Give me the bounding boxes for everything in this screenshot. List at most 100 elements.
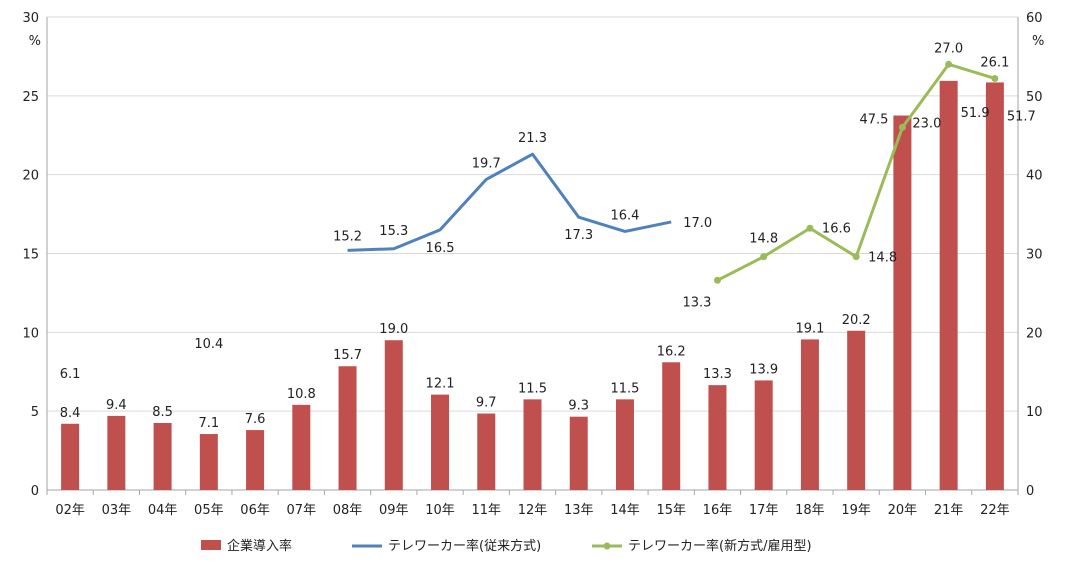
bar-data-label: 9.3	[568, 399, 589, 414]
y-right-tick-label: 60	[1026, 11, 1043, 26]
x-tick-label: 17年	[749, 503, 779, 518]
bar	[153, 422, 172, 490]
x-axis-ticks: 02年 03年 04年 05年 06年 07年 08年 09年 10年 11年 12年 13年 14年 1…	[55, 503, 1009, 518]
y-right-tick-label: 10	[1026, 405, 1043, 420]
legend-swatch-bar	[201, 540, 221, 550]
bar-data-label: 19.1	[795, 321, 824, 336]
x-tick-label: 15年	[656, 503, 686, 518]
x-tick-label: 10年	[425, 503, 455, 518]
bar	[662, 362, 681, 490]
x-tick-label: 02年	[55, 503, 85, 518]
bar	[615, 399, 634, 490]
line-point	[852, 253, 860, 261]
bar-data-label: 9.4	[106, 398, 127, 413]
y-left-tick-label: 15	[22, 248, 39, 263]
y-right-tick-label: 20	[1026, 326, 1043, 341]
bar-data-label: 47.5	[859, 113, 888, 128]
line-data-label: 19.7	[472, 156, 501, 171]
x-tick-label: 14年	[610, 503, 640, 518]
bar-data-label: 51.7	[1007, 109, 1036, 124]
y-right-tick-label: 50	[1026, 90, 1043, 105]
bar-data-label: 8.4	[60, 406, 81, 421]
legend-swatch-marker	[603, 542, 611, 550]
x-tick-label: 05年	[194, 503, 224, 518]
bar	[431, 394, 450, 490]
bar	[61, 423, 80, 490]
bar	[477, 413, 496, 490]
line-data-label: 13.3	[682, 295, 711, 310]
line-data-label: 6.1	[60, 367, 81, 382]
bar-data-label: 9.7	[476, 396, 497, 411]
bar	[199, 434, 218, 490]
legend-label: テレワーカー率(新方式/雇用型)	[628, 538, 812, 554]
line-data-label: 16.4	[610, 208, 639, 223]
y-right-tick-label: 30	[1026, 248, 1043, 263]
bar	[939, 80, 958, 490]
series-line	[347, 152, 672, 252]
bar	[384, 340, 403, 490]
line-data-label: 21.3	[518, 131, 547, 146]
x-tick-label: 22年	[980, 503, 1010, 518]
y-right-tick-label: 0	[1026, 484, 1034, 499]
legend-label: 企業導入率	[227, 538, 292, 554]
x-tick-label: 12年	[518, 503, 548, 518]
x-tick-label: 09年	[379, 503, 409, 518]
bar-data-label: 13.9	[749, 362, 778, 377]
x-tick-label: 07年	[287, 503, 317, 518]
bar-data-label: 7.1	[198, 416, 219, 431]
bar-data-label: 12.1	[426, 377, 455, 392]
x-tick-label: 19年	[841, 503, 871, 518]
bar	[523, 399, 542, 490]
y-left-tick-label: 0	[31, 484, 39, 499]
y-right-unit: %	[1032, 34, 1044, 49]
x-tick-label: 08年	[333, 503, 363, 518]
line-point	[713, 276, 721, 284]
bar-data-label: 11.5	[610, 381, 639, 396]
line-point	[898, 123, 906, 131]
bar	[292, 404, 311, 490]
bar	[338, 366, 357, 490]
bar	[985, 82, 1004, 490]
bar-data-label: 19.0	[379, 322, 408, 337]
x-tick-label: 11年	[471, 503, 501, 518]
line-data-label: 26.1	[980, 55, 1009, 70]
bar-data-label: 15.7	[333, 348, 362, 363]
x-tick-label: 06年	[240, 503, 270, 518]
bar-data-label: 11.5	[518, 381, 547, 396]
line-data-label: 10.4	[194, 337, 223, 352]
bar-series	[61, 80, 1004, 491]
line-point	[806, 224, 814, 232]
bar-data-label: 7.6	[245, 412, 266, 427]
line-data-label: 15.3	[379, 224, 408, 239]
y-left-unit: %	[29, 34, 41, 49]
bar-data-label: 51.9	[961, 106, 990, 121]
line-data-label: 17.3	[564, 228, 593, 243]
bar	[708, 385, 727, 490]
line-data-label: 27.0	[934, 41, 963, 56]
line-data-label: 14.8	[749, 232, 778, 247]
x-tick-label: 13年	[564, 503, 594, 518]
line-data-label: 14.8	[868, 251, 897, 266]
bar-data-label: 20.2	[842, 313, 871, 328]
line-data-label: 23.0	[912, 116, 941, 131]
bar	[569, 416, 588, 490]
bar	[893, 115, 912, 491]
bar-data-label: 16.2	[657, 344, 686, 359]
line-point	[991, 74, 999, 82]
line-data-label: 17.0	[683, 216, 712, 231]
bar	[754, 380, 773, 490]
y-left-tick-label: 10	[22, 326, 39, 341]
legend: 企業導入率 テレワーカー率(従来方式) テレワーカー率(新方式/雇用型)	[201, 538, 812, 554]
x-tick-label: 18年	[795, 503, 825, 518]
line-point	[760, 253, 768, 261]
y-left-tick-label: 5	[31, 405, 39, 420]
x-tick-label: 20年	[888, 503, 918, 518]
y-left-tick-label: 30	[22, 11, 39, 26]
x-tick-label: 03年	[102, 503, 132, 518]
y-right-tick-label: 40	[1026, 169, 1043, 184]
line-data-label: 16.6	[822, 221, 851, 236]
bar-data-label: 10.8	[287, 387, 316, 402]
x-tick-label: 04年	[148, 503, 178, 518]
data-labels: 8.4 9.4 8.5 7.1 7.6 10.8 15.7 19.0 12.1 9.7 11.5 9.…	[60, 41, 1036, 431]
